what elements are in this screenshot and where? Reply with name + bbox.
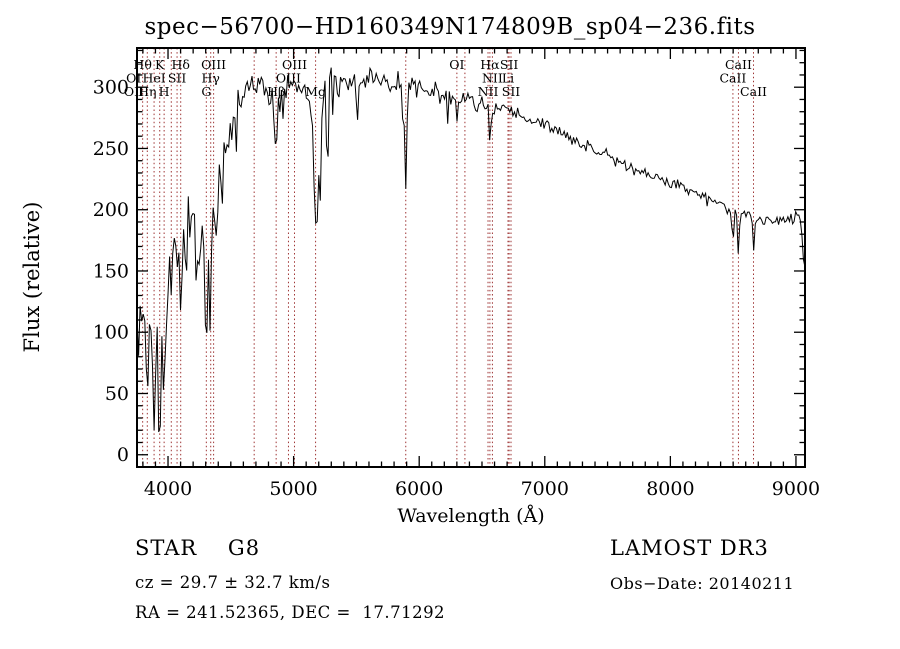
classification-text: STAR G8 [135, 536, 261, 560]
y-tick-label: 200 [93, 199, 129, 221]
spectral-line-label: Hγ [202, 71, 220, 86]
spectral-line-label: Hα [480, 57, 500, 72]
y-tick-label: 100 [93, 322, 129, 344]
spectral-line-label: Li [502, 71, 514, 86]
axis-ticks [137, 48, 805, 467]
spectral-line-markers [142, 48, 755, 467]
spectral-line-label: OI [449, 57, 464, 72]
obs-date-text: Obs−Date: 20140211 [610, 574, 795, 593]
spectral-line-label: H [159, 84, 170, 99]
coordinates-text: RA = 241.52365, DEC = 17.71292 [135, 603, 446, 622]
spectral-line-label: Hδ [171, 57, 189, 72]
x-tick-label: 9000 [772, 478, 820, 500]
plot-frame [136, 47, 806, 468]
y-tick-label: 300 [93, 77, 129, 99]
spectrum-trace [137, 66, 805, 433]
spectral-line-label: SII [502, 84, 521, 99]
spectral-line-label: OIII [282, 57, 307, 72]
x-tick-label: 5000 [269, 478, 317, 500]
spectral-line-label: Mg [305, 84, 326, 99]
spectral-line-label: OIII [276, 71, 301, 86]
spectral-line-label: NII [478, 84, 499, 99]
spectral-line-label: K [155, 57, 165, 72]
y-tick-label: 150 [93, 260, 129, 282]
spectral-line-label: Hθ [133, 57, 151, 72]
spectral-line-label: SII [168, 71, 187, 86]
spectral-line-label: HeI [142, 71, 165, 86]
spectral-line-label: CaII [719, 71, 746, 86]
x-tick-label: 8000 [646, 478, 694, 500]
x-tick-label: 7000 [521, 478, 569, 500]
x-axis-label: Wavelength (Å) [397, 505, 545, 527]
x-tick-label: 6000 [395, 478, 443, 500]
spectral-line-label: CaII [725, 57, 752, 72]
spectral-line-label: NII [482, 71, 503, 86]
spectral-line-label: CaII [740, 84, 767, 99]
survey-name-text: LAMOST DR3 [610, 536, 769, 560]
axis-tick-labels: 4000 5000 6000 7000 8000 9000 0 50 100 150 200 250 3… [93, 77, 820, 500]
spectral-line-labels: OIOIIHθHηHeIKHSIIHδGHγOIIIHβOIIIOIIIMgOI… [124, 57, 767, 99]
spectral-line-label: SII [500, 57, 519, 72]
spectral-line-label: Hβ [267, 84, 285, 99]
plot-title: spec−56700−HD160349N174809B_sp04−236.fit… [144, 14, 756, 40]
spectral-line-label: G [201, 84, 211, 99]
spectral-line-label: OIII [201, 57, 226, 72]
x-tick-label: 4000 [144, 478, 192, 500]
y-tick-label: 250 [93, 138, 129, 160]
y-tick-label: 0 [117, 444, 129, 466]
y-tick-label: 50 [105, 383, 129, 405]
spectral-line-label: Hη [138, 84, 156, 99]
radial-velocity-text: cz = 29.7 ± 32.7 km/s [135, 573, 331, 592]
